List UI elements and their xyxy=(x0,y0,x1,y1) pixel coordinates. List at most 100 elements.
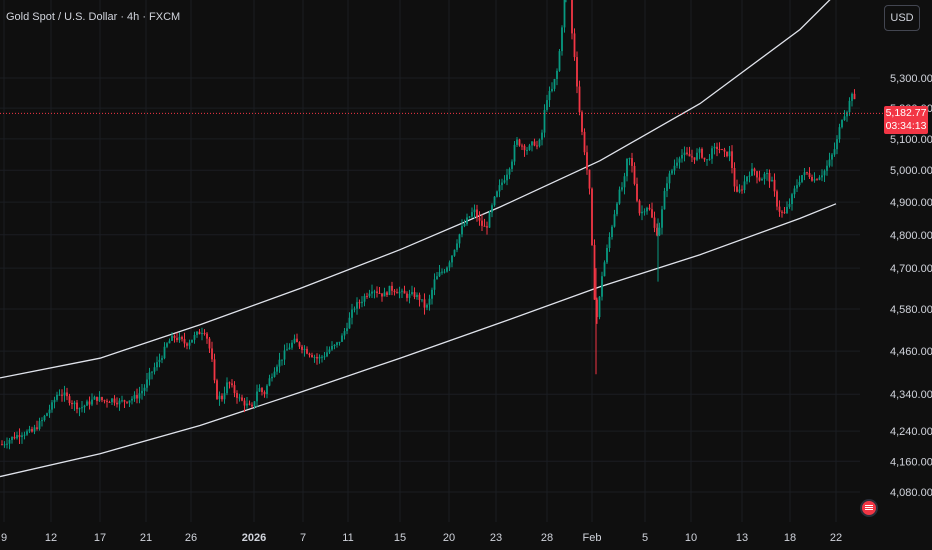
candle-body xyxy=(243,400,246,406)
candle-body xyxy=(618,189,621,204)
candle-body xyxy=(696,152,698,160)
channel-lower-line xyxy=(0,203,837,478)
candle-body xyxy=(706,159,708,161)
candle-body xyxy=(431,289,433,299)
candle-body xyxy=(778,206,781,212)
candle-body xyxy=(543,109,546,133)
bar-countdown: 03:34:13 xyxy=(885,120,927,132)
candle-body xyxy=(178,336,181,341)
candle-body xyxy=(13,436,16,439)
candle-body xyxy=(731,151,733,168)
candle-body xyxy=(78,408,81,410)
candle-body xyxy=(601,276,603,297)
candle-body xyxy=(771,179,773,182)
candle-body xyxy=(718,148,721,150)
candle-body xyxy=(638,200,641,214)
candle-body xyxy=(181,336,183,340)
candle-body xyxy=(756,171,758,178)
candle-body xyxy=(401,290,403,292)
time-axis[interactable]: 9 12 17 21 26 2026 7 11 15 20 23 28 Feb 5 10 13 18 22 xyxy=(1,532,842,544)
candle-body xyxy=(198,331,201,335)
candle-body xyxy=(813,179,816,181)
candle-body xyxy=(561,27,563,52)
us-flag-icon[interactable] xyxy=(862,501,876,515)
candle-body xyxy=(56,394,58,400)
channel-upper-line xyxy=(0,0,831,379)
candle-body xyxy=(588,169,591,189)
candle-body xyxy=(556,70,558,80)
candle-body xyxy=(136,395,138,399)
candle-body xyxy=(448,262,451,268)
candle-body xyxy=(63,392,66,396)
candle-body xyxy=(538,139,541,147)
candle-body xyxy=(146,379,148,388)
candle-body xyxy=(103,400,106,402)
candle-body xyxy=(143,387,146,391)
candle-body xyxy=(273,371,276,377)
candle-body xyxy=(28,429,31,432)
candle-body xyxy=(446,267,448,272)
candle-body xyxy=(583,131,586,153)
candle-body xyxy=(183,339,186,344)
candle-body xyxy=(631,158,633,166)
last-price-value: 5,182.77 xyxy=(885,107,927,119)
candle-body xyxy=(166,343,168,347)
candle-body xyxy=(346,328,348,332)
candle-body xyxy=(421,299,423,301)
candle-body xyxy=(278,359,281,367)
candle-body xyxy=(506,174,508,181)
candle-body xyxy=(276,366,278,372)
candle-body xyxy=(76,402,78,410)
candle-body xyxy=(141,390,143,394)
candle-body xyxy=(536,145,538,147)
price-axis[interactable]: 5,300.005,200.005,100.005,000.004,900.00… xyxy=(890,73,932,499)
candle-body xyxy=(493,196,496,206)
last-price-tag: 5,182.77 03:34:13 xyxy=(884,106,928,134)
candle-body xyxy=(468,216,471,218)
candle-body xyxy=(656,227,658,236)
candle-body xyxy=(8,440,11,444)
candle-body xyxy=(423,299,426,308)
candle-body xyxy=(283,350,286,360)
candle-body xyxy=(658,227,661,236)
candle-body xyxy=(498,185,501,192)
candle-body xyxy=(211,348,213,360)
candle-body xyxy=(671,170,673,174)
candle-body xyxy=(303,348,306,350)
candle-body xyxy=(678,158,681,163)
candle-body xyxy=(821,175,823,178)
candle-body xyxy=(461,226,463,235)
candle-body xyxy=(841,119,843,128)
candle-body xyxy=(221,395,223,400)
candle-body xyxy=(836,139,838,150)
candle-body xyxy=(366,295,368,297)
currency-button[interactable]: USD xyxy=(884,5,920,31)
candle-body xyxy=(798,181,801,186)
candle-body xyxy=(808,173,811,177)
candle-body xyxy=(203,332,206,334)
candle-body xyxy=(818,177,821,180)
candle-body xyxy=(213,359,216,381)
price-tick-label: 4,800.00 xyxy=(890,230,932,242)
candle-body xyxy=(606,248,608,263)
candle-body xyxy=(691,156,693,158)
candle-body xyxy=(793,188,796,195)
candle-body xyxy=(833,149,836,155)
candle-body xyxy=(791,194,793,204)
candle-body xyxy=(163,346,166,359)
candle-body xyxy=(403,290,406,294)
candle-body xyxy=(578,86,581,113)
candle-body xyxy=(503,180,506,183)
candle-body xyxy=(546,100,548,110)
candle-body xyxy=(316,356,318,359)
date-tick-label: 17 xyxy=(94,532,106,544)
date-tick-label: 28 xyxy=(541,532,553,544)
candle-body xyxy=(281,359,283,361)
candle-body xyxy=(58,394,61,396)
candle-body xyxy=(258,388,261,392)
candle-body xyxy=(463,224,466,227)
candle-body xyxy=(6,443,8,445)
candle-body xyxy=(128,400,131,403)
candle-body xyxy=(486,226,488,228)
